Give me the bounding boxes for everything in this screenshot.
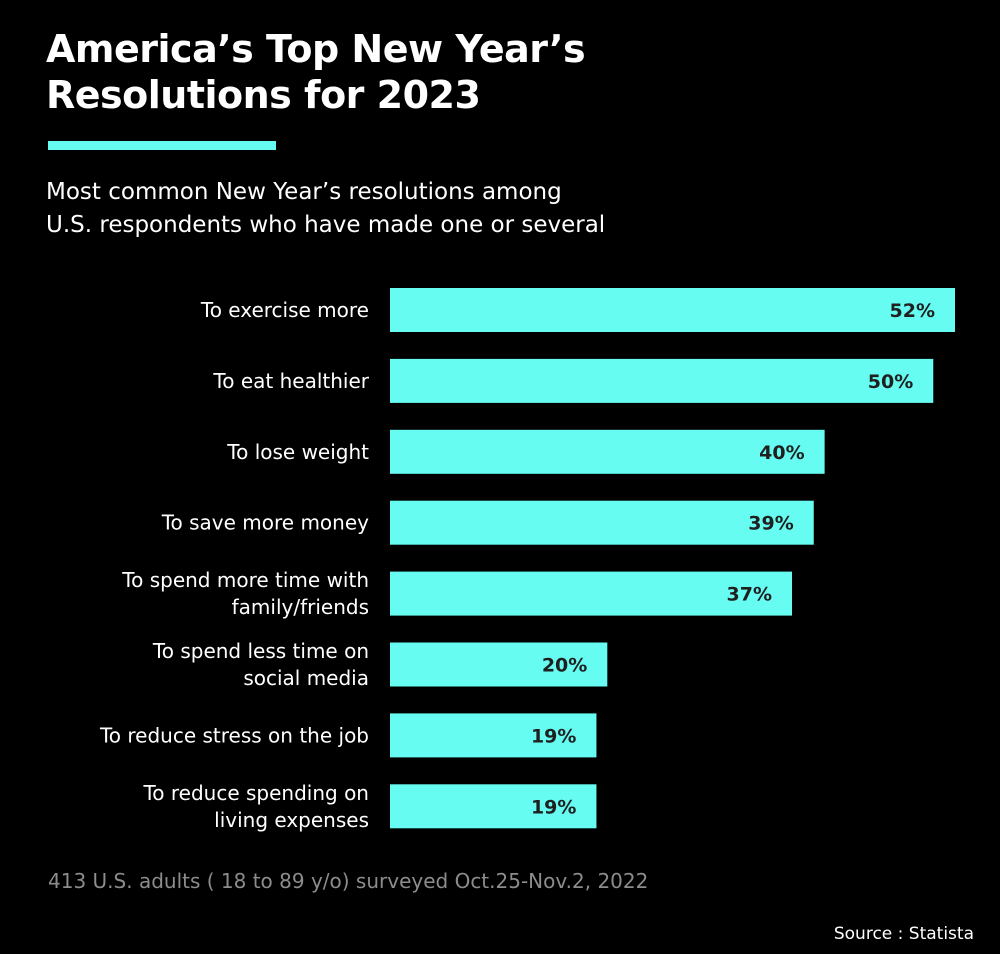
category-label: To spend less time on social media (152, 639, 369, 690)
subtitle-line-2: U.S. respondents who have made one or se… (46, 212, 606, 238)
value-label: 40% (759, 442, 804, 464)
chart-title: America’s Top New Year’s Resolutions for… (46, 26, 586, 118)
category-label-line: social media (243, 666, 369, 690)
bar (390, 358, 934, 403)
category-label: To spend more time with family/friends (121, 568, 369, 619)
category-label: To save more money (161, 511, 369, 535)
category-label-line: To exercise more (200, 298, 369, 322)
subtitle-line-1: Most common New Year’s resolutions among (46, 179, 562, 205)
category-label-line: To reduce stress on the job (99, 723, 369, 747)
category-label: To lose weight (226, 440, 369, 464)
value-label: 39% (748, 513, 793, 535)
category-label-line: To spend more time with (121, 568, 369, 592)
category-label-line: family/friends (232, 595, 369, 619)
value-label: 52% (890, 300, 935, 322)
category-label-line: To lose weight (226, 440, 369, 464)
bar (390, 713, 597, 758)
value-label: 19% (531, 796, 576, 818)
category-label: To reduce stress on the job (99, 723, 369, 747)
bar (390, 429, 825, 474)
source-credit: Source : Statista (833, 924, 974, 944)
title-line-1: America’s Top New Year’s (46, 27, 586, 71)
title-line-2: Resolutions for 2023 (46, 73, 481, 117)
value-label: 37% (727, 584, 772, 606)
bar (390, 288, 955, 332)
bar (390, 784, 597, 829)
category-label: To eat healthier (212, 369, 369, 393)
value-label: 20% (542, 655, 587, 677)
category-label: To reduce spending on living expenses (142, 781, 369, 832)
bar (390, 500, 814, 545)
category-label-line: To spend less time on (152, 639, 369, 663)
title-underline (48, 141, 276, 150)
chart-subtitle: Most common New Year’s resolutions among… (46, 176, 605, 242)
bar (390, 571, 793, 616)
category-label: To exercise more (200, 298, 369, 322)
category-label-line: To save more money (161, 511, 369, 535)
value-label: 19% (531, 725, 576, 747)
bar (390, 642, 608, 687)
category-label-line: To eat healthier (212, 369, 369, 393)
category-label-line: To reduce spending on (142, 781, 369, 805)
value-label: 50% (868, 371, 913, 393)
survey-note: 413 U.S. adults ( 18 to 89 y/o) surveyed… (48, 869, 649, 893)
category-label-line: living expenses (214, 808, 369, 832)
